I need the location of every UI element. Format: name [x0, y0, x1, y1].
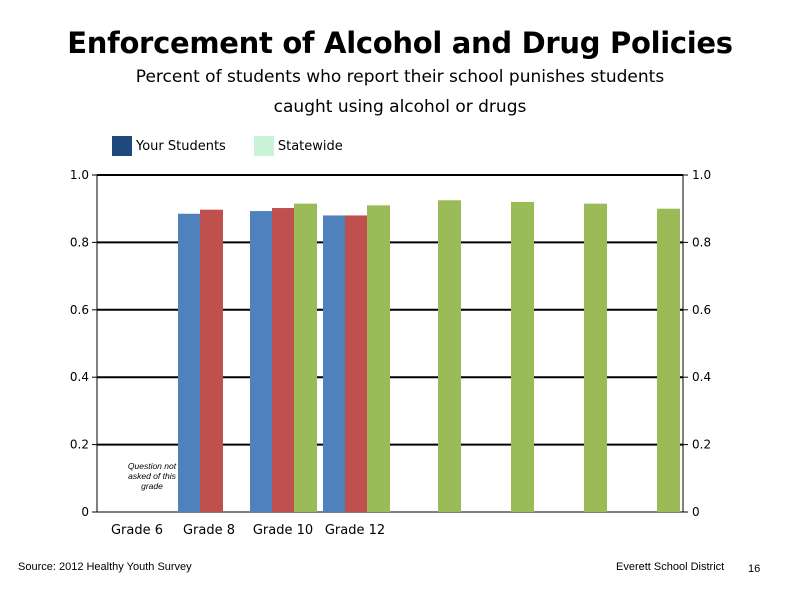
y-tick-label: 0 [81, 505, 89, 519]
chart-subtitle-line1: Percent of students who report their sch… [135, 67, 665, 87]
legend-item-your-students: Your Students [112, 136, 226, 156]
annotation-note: asked of this [128, 471, 176, 481]
bar [438, 200, 461, 512]
x-tick-label: Grade 12 [325, 523, 385, 538]
bar [345, 215, 368, 512]
legend-item-statewide: Statewide [253, 136, 343, 156]
bar [250, 211, 273, 512]
legend-label-your-students: Your Students [136, 138, 226, 154]
bar [272, 208, 295, 512]
y-tick-label: 0.6 [70, 303, 89, 317]
bar [511, 201, 534, 512]
bar [178, 213, 201, 512]
y-tick-label: 0.4 [70, 370, 89, 384]
bar [367, 205, 390, 512]
page-number: 16 [748, 563, 761, 575]
y-tick-label: 0.2 [70, 438, 89, 452]
x-tick-label: Grade 10 [253, 523, 313, 538]
bar [323, 215, 346, 512]
legend-label-statewide: Statewide [277, 138, 343, 154]
bar [584, 203, 607, 512]
district-name: Everett School District [616, 561, 725, 573]
chart-subtitle-line2: caught using alcohol or drugs [273, 97, 527, 117]
y2-tick-label: 1.0 [692, 168, 711, 182]
bar [294, 203, 317, 512]
y-tick-label: 0.8 [70, 235, 89, 249]
x-tick-label: Grade 8 [183, 523, 235, 538]
y2-tick-label: 0 [692, 505, 700, 519]
y2-tick-label: 0.2 [692, 438, 711, 452]
legend: Your Students Statewide [112, 136, 371, 156]
bar [200, 209, 223, 512]
y2-tick-label: 0.8 [692, 235, 711, 249]
bar [657, 208, 680, 512]
annotation-note: Question not [128, 461, 177, 471]
y-tick-label: 1.0 [70, 168, 89, 182]
x-tick-label: Grade 6 [111, 523, 163, 538]
y2-tick-label: 0.6 [692, 303, 711, 317]
chart-title: Enforcement of Alcohol and Drug Policies [67, 26, 733, 60]
y2-tick-label: 0.4 [692, 370, 711, 384]
legend-swatch-your-students [112, 136, 132, 156]
source-note: Source: 2012 Healthy Youth Survey [18, 561, 192, 573]
legend-swatch-statewide [253, 136, 274, 156]
annotation-note: grade [141, 481, 163, 491]
